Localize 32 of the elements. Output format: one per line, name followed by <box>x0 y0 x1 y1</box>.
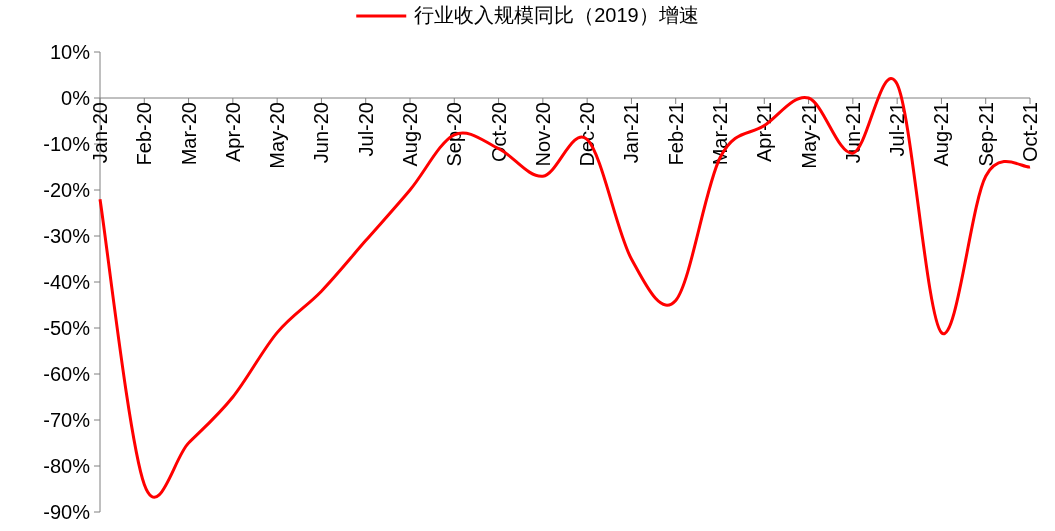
x-tick-label: Feb-21 <box>664 102 687 166</box>
x-tick-label: Aug-21 <box>930 102 953 167</box>
y-tick-label: -60% <box>43 363 91 385</box>
x-tick-label: Sep-20 <box>443 102 466 167</box>
x-tick-label: Dec-20 <box>576 102 599 167</box>
y-tick-label: -30% <box>43 225 91 247</box>
x-tick-label: Oct-20 <box>487 102 510 163</box>
x-tick-label: Mar-20 <box>177 102 200 166</box>
x-tick-label: Feb-20 <box>133 102 156 166</box>
x-tick-label: Apr-21 <box>753 102 776 163</box>
x-tick-label: Jul-20 <box>354 102 377 157</box>
x-tick-label: Apr-20 <box>221 102 244 163</box>
x-tick-label: Aug-20 <box>399 102 421 167</box>
x-tick-label: Nov-20 <box>531 102 554 167</box>
y-tick-label: -40% <box>43 271 91 293</box>
x-tick-label: Jan-20 <box>89 102 111 164</box>
x-tick-label: Jun-20 <box>310 102 333 164</box>
y-tick-label: 10% <box>49 41 91 63</box>
y-tick-label: -90% <box>43 501 91 523</box>
x-tick-label: Jan-21 <box>620 102 643 164</box>
legend-label: 行业收入规模同比（2019）增速 <box>414 4 699 26</box>
x-tick-label: May-20 <box>266 102 289 169</box>
y-tick-label: -20% <box>43 179 91 201</box>
y-tick-label: -70% <box>43 409 91 431</box>
y-tick-label: 0% <box>61 87 91 109</box>
x-tick-label: Oct-21 <box>1019 102 1041 163</box>
x-tick-label: May-21 <box>797 102 820 169</box>
x-tick-label: Jun-21 <box>841 102 864 164</box>
y-tick-label: -80% <box>43 455 91 477</box>
y-tick-label: -50% <box>43 317 91 339</box>
x-tick-label: Sep-21 <box>974 102 997 167</box>
y-tick-label: -10% <box>43 133 91 155</box>
